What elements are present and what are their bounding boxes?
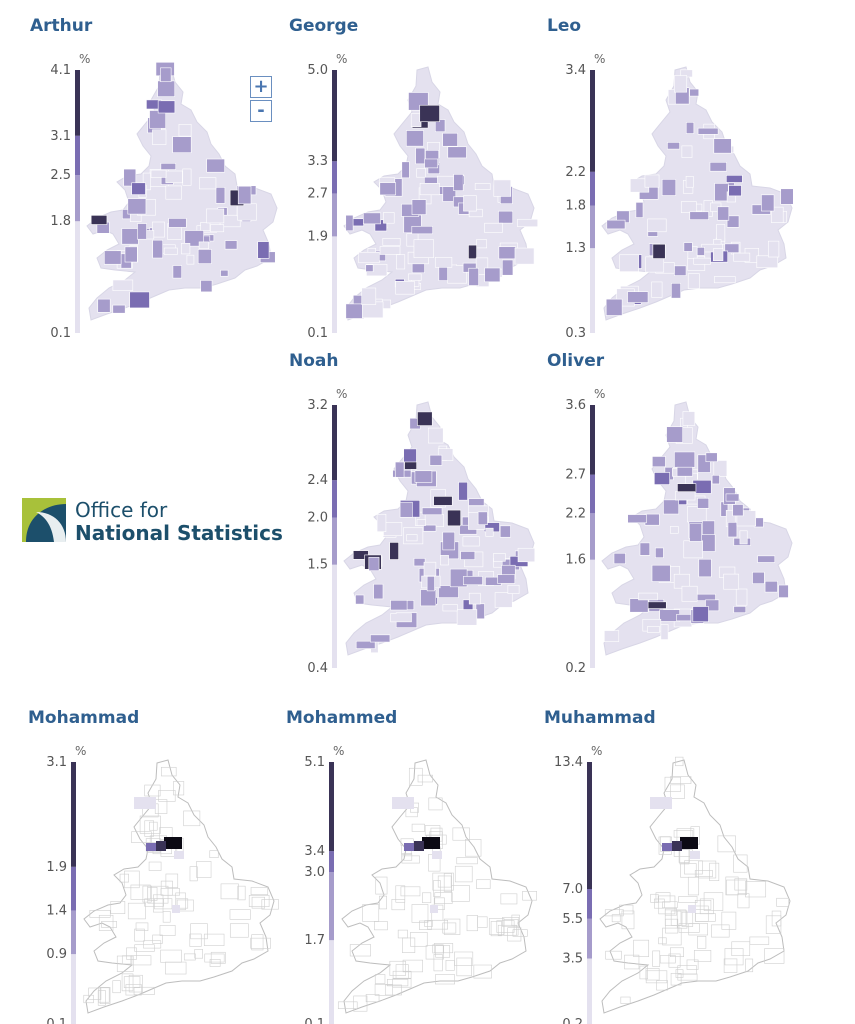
map-panel-oliver: Oliver: [547, 335, 797, 655]
panel-title: Oliver: [547, 351, 605, 371]
panel-title: Noah: [289, 351, 339, 371]
map-panel-george: George: [289, 0, 539, 320]
panel-title: Arthur: [30, 16, 93, 36]
map-panel-mohammed: Mohammed: [286, 692, 536, 1012]
legend-tick-label: 0.1: [304, 1017, 325, 1024]
ons-logo-line1: Office for: [75, 498, 168, 522]
ons-logo-icon: [22, 498, 66, 542]
zoom-in-button[interactable]: +: [250, 76, 272, 98]
panel-title: Mohammad: [28, 708, 140, 728]
map-panel-arthur: Arthur: [30, 0, 280, 320]
map-panel-mohammad: Mohammad: [28, 692, 278, 1012]
ons-logo-line2: National Statistics: [75, 521, 283, 545]
legend-tick-label: 0.4: [307, 661, 328, 676]
legend-tick-label: 0.1: [50, 326, 71, 341]
legend-tick-label: 0.2: [565, 661, 586, 676]
map-panel-noah: Noah: [289, 335, 539, 655]
legend-tick-label: 0.1: [46, 1017, 67, 1024]
map-panel-muhammad: Muhammad: [544, 692, 794, 1012]
legend-tick-label: 0.2: [562, 1017, 583, 1024]
panel-title: Leo: [547, 16, 582, 36]
panel-title: George: [289, 16, 359, 36]
ons-logo: Office for National Statistics: [22, 498, 283, 548]
zoom-out-button[interactable]: -: [250, 100, 272, 122]
map-panel-leo: Leo: [547, 0, 797, 320]
panel-title: Muhammad: [544, 708, 656, 728]
panel-title: Mohammed: [286, 708, 398, 728]
